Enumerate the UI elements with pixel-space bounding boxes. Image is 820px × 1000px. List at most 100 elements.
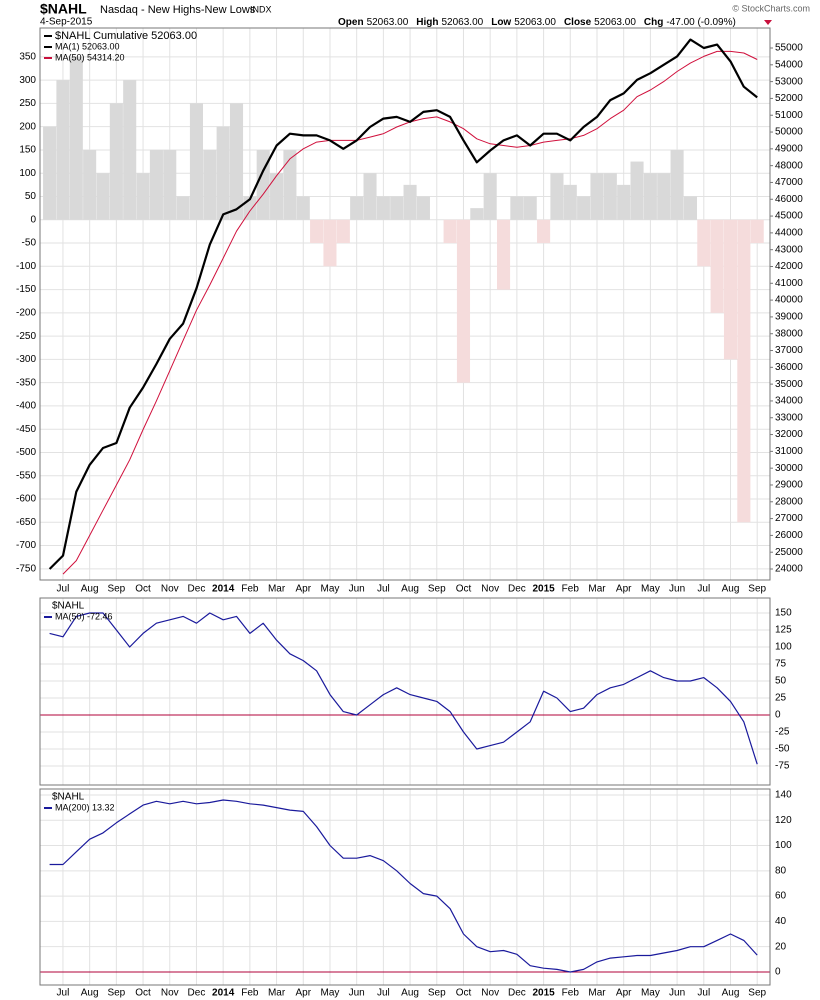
y-tick-label: -650 [16,517,36,528]
quote-value: 52063.00 [594,17,636,28]
x-tick-label: Nov [161,584,179,595]
y-tick-label: 150 [775,608,792,619]
histogram-bar [283,149,297,220]
y-tick-label: 350 [19,51,36,62]
histogram-bar [670,149,684,220]
y2-tick-label: 36000 [775,362,803,373]
x-tick-label: May [641,584,660,595]
y2-tick-label: 42000 [775,261,803,272]
y2-tick-label: 49000 [775,143,803,154]
y2-tick-label: 32000 [775,429,803,440]
histogram-bar [697,219,711,267]
x-tick-label: 2015 [532,988,555,999]
x-tick-label: May [641,988,660,999]
x-tick-label: Dec [188,584,206,595]
x-tick-label: Oct [456,988,472,999]
y-tick-label: -400 [16,401,36,412]
histogram-bar [83,149,97,220]
y2-tick-label: 41000 [775,278,803,289]
x-tick-label: Nov [161,988,179,999]
y2-tick-label: 50000 [775,127,803,138]
y-tick-label: 0 [775,710,781,721]
y-tick-label: 25 [775,693,787,704]
histogram-bar [416,196,430,220]
y2-tick-label: 38000 [775,328,803,339]
histogram-bar [630,161,644,220]
y2-tick-label: 45000 [775,211,803,222]
x-tick-label: Jul [57,988,70,999]
histogram-bar [456,219,471,383]
quote: Open 52063.00 High 52063.00 Low 52063.00 Close… [338,17,736,28]
y2-tick-label: 48000 [775,160,803,171]
histogram-bar [323,219,337,267]
x-tick-label: Feb [562,584,580,595]
credit: © StockCharts.com [732,3,810,13]
y2-tick-label: 40000 [775,295,803,306]
histogram-bar [270,173,284,220]
panel-title: $NAHL [52,601,85,612]
y2-tick-label: 24000 [775,564,803,575]
quote-label: High [416,17,438,28]
y2-tick-label: 33000 [775,412,803,423]
histogram-bar [403,184,417,220]
y-tick-label: -750 [16,563,36,574]
y-tick-label: 100 [19,168,36,179]
y2-tick-label: 26000 [775,530,803,541]
histogram-bar [256,149,270,220]
y2-tick-label: 53000 [775,76,803,87]
y-tick-label: -300 [16,354,36,365]
y-tick-label: 50 [25,191,37,202]
x-tick-label: Sep [748,988,766,999]
y-tick-label: 140 [775,790,792,801]
y2-tick-label: 34000 [775,396,803,407]
x-tick-label: Nov [481,988,499,999]
x-tick-label: Jun [669,584,685,595]
y2-tick-label: 44000 [775,228,803,239]
x-tick-label: Aug [722,584,740,595]
x-tick-label: Apr [295,988,311,999]
quote-label: Open [338,17,364,28]
histogram-bar [723,219,738,360]
histogram-bar [683,196,697,220]
histogram-bar [443,219,457,244]
histogram-bar [750,219,764,244]
x-tick-label: Mar [588,584,606,595]
x-tick-label: Aug [81,988,99,999]
y2-tick-label: 27000 [775,513,803,524]
panel-frame [39,27,771,581]
histogram-bar [510,196,524,220]
histogram-bar [590,173,604,220]
histogram-bar [109,103,123,220]
x-tick-label: Sep [748,584,766,595]
x-tick-label: Apr [616,584,632,595]
histogram-bar [737,219,751,523]
histogram-bar [617,184,631,220]
y2-tick-label: 39000 [775,312,803,323]
histogram-bar [43,126,57,220]
y-tick-label: -150 [16,284,36,295]
histogram-bar [603,173,617,220]
quote-label: Low [491,17,511,28]
x-tick-label: Jun [349,584,365,595]
x-tick-label: Aug [401,988,419,999]
histogram-bar [537,219,551,244]
y2-tick-label: 54000 [775,59,803,70]
y-tick-label: -50 [775,744,790,755]
x-tick-label: Jul [57,584,70,595]
histogram-bar [296,196,310,220]
histogram-bar [149,149,163,220]
legend-label: MA(200) 13.32 [55,802,115,812]
histogram-bar [229,103,244,220]
y2-tick-label: 52000 [775,93,803,104]
x-tick-label: Oct [135,988,151,999]
y-tick-label: 300 [19,75,36,86]
y-tick-label: 80 [775,865,787,876]
y-tick-label: -50 [22,238,37,249]
histogram-bar [496,219,511,290]
histogram-bar [176,196,190,220]
x-tick-label: Sep [107,584,125,595]
histogram-bar [577,196,591,220]
y-tick-label: 60 [775,891,787,902]
x-tick-label: Sep [107,988,125,999]
x-tick-label: Apr [616,988,632,999]
